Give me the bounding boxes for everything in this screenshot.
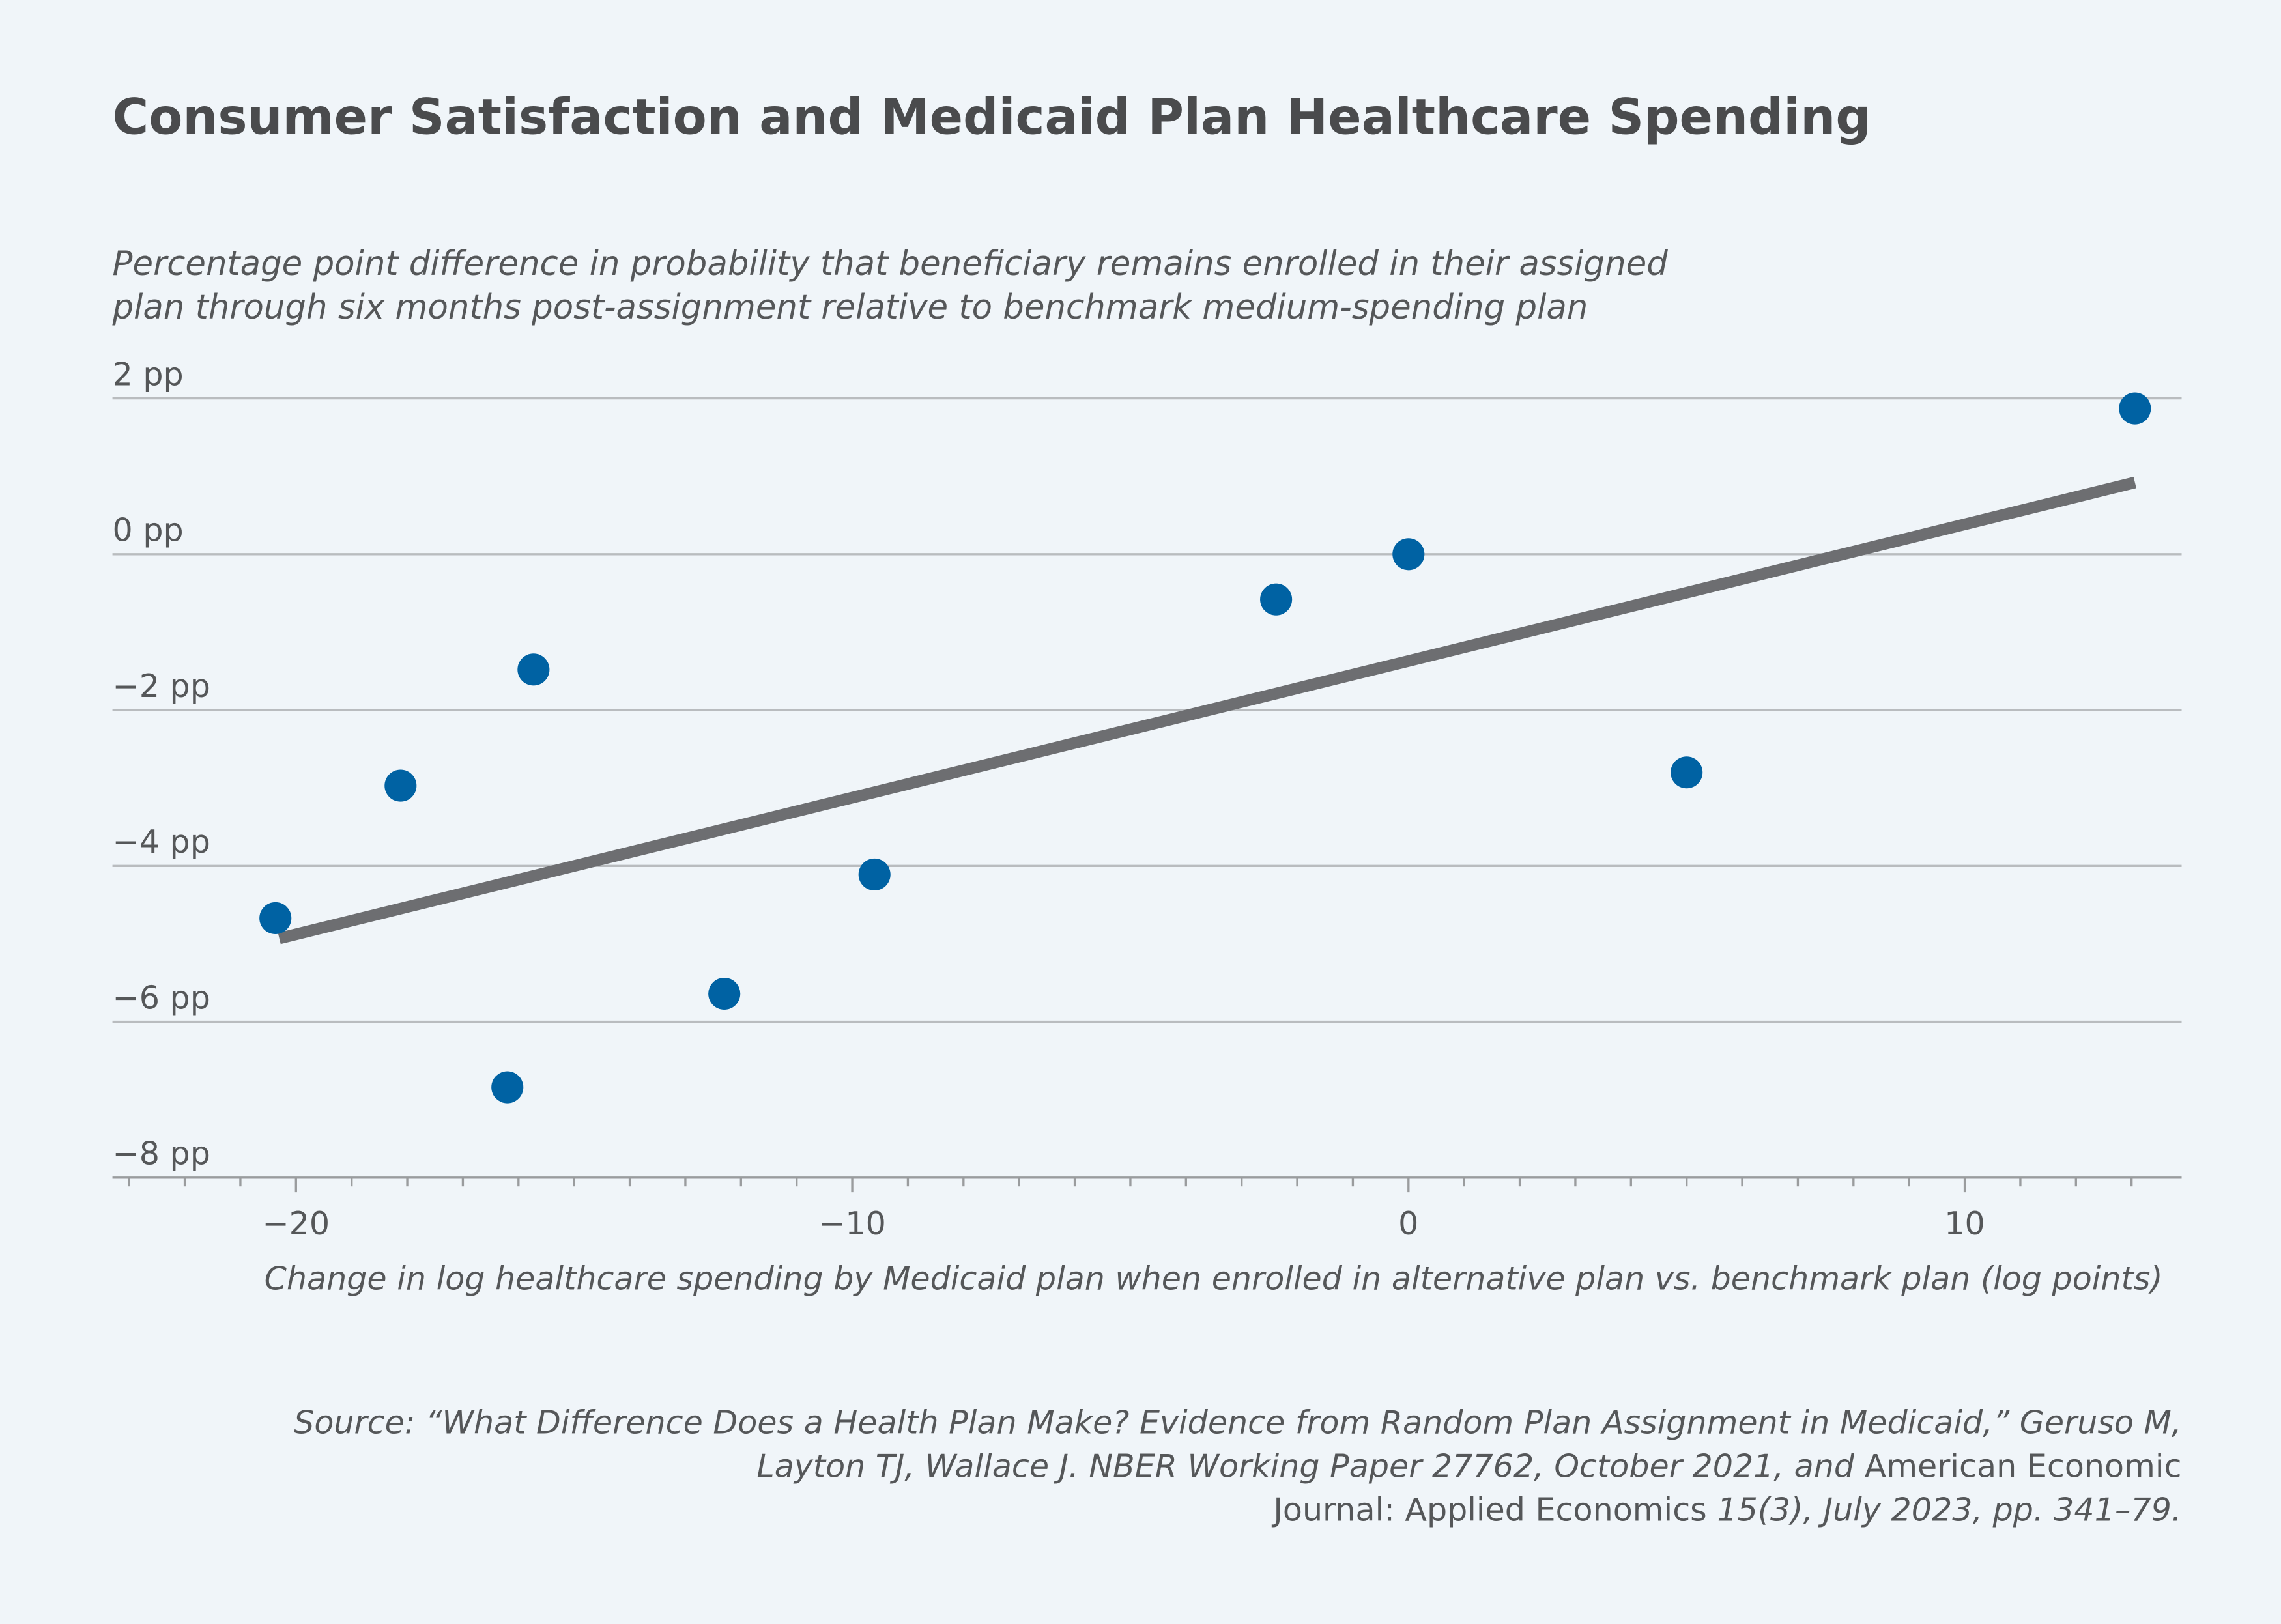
chart-title: Consumer Satisfaction and Medicaid Plan … (113, 88, 1871, 145)
y-tick-label: 2 pp (113, 355, 184, 393)
source-note: Layton TJ, Wallace J. NBER Working Paper… (756, 1447, 2181, 1485)
x-axis-label: Change in log healthcare spending by Med… (265, 1260, 2163, 1298)
y-tick-label: 0 pp (113, 511, 184, 549)
x-tick-label: 0 (1398, 1204, 1418, 1242)
source-part: Layton TJ, Wallace J. NBER Working Paper… (756, 1447, 1854, 1485)
data-point (2119, 392, 2151, 425)
y-tick-label: −8 pp (113, 1135, 210, 1173)
source-note: Journal: Applied Economics 15(3), July 2… (1271, 1491, 2181, 1529)
subtitle: Percentage point difference in probabili… (113, 244, 1669, 283)
source-part: 15(3), July 2023, pp. 341–79. (1717, 1491, 2181, 1529)
data-point (708, 977, 741, 1010)
y-tick-label: −4 pp (113, 823, 210, 861)
x-tick-label: −10 (818, 1204, 886, 1242)
data-point (1392, 538, 1425, 571)
source-part: American Economic (1854, 1447, 2182, 1485)
x-tick-label: −20 (263, 1204, 330, 1242)
data-point (491, 1071, 524, 1104)
data-point (858, 858, 891, 891)
subtitle: plan through six months post-assignment … (112, 288, 1588, 327)
data-point (259, 902, 292, 935)
y-tick-label: −2 pp (113, 667, 210, 705)
y-tick-label: −6 pp (113, 978, 210, 1016)
data-point (517, 653, 550, 686)
data-point (384, 769, 417, 802)
source-part: Journal: Applied Economics (1271, 1491, 1717, 1529)
source-part: Source: “What Difference Does a Health P… (294, 1404, 2181, 1442)
data-point (1260, 583, 1293, 616)
data-point (1671, 756, 1703, 789)
trend-line (278, 477, 2136, 945)
source-note: Source: “What Difference Does a Health P… (294, 1404, 2181, 1442)
x-tick-label: 10 (1944, 1204, 1985, 1242)
